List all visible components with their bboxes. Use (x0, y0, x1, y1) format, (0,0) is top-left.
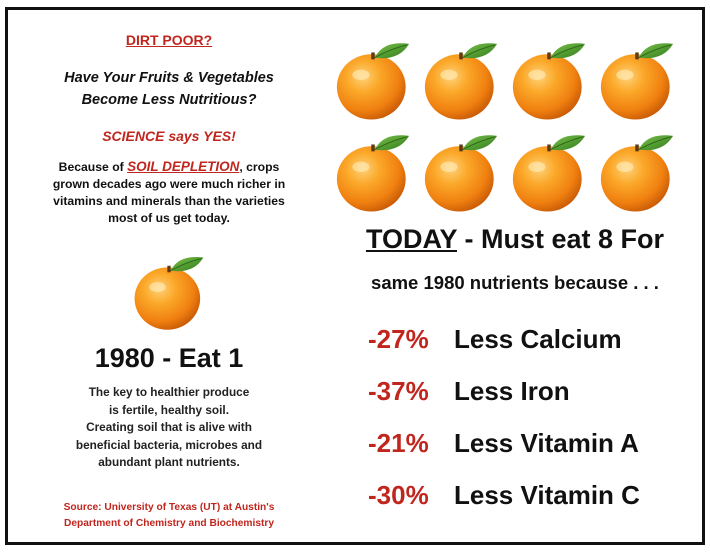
orange-icon (330, 32, 416, 128)
orange-icon (330, 124, 416, 220)
because-line-2: grown decades ago were much richer in (52, 177, 286, 191)
key-line-4: beneficial bacteria, microbes and (75, 437, 263, 452)
stat-vitamin-c: -30% Less Vitamin C (368, 480, 640, 511)
today-heading: TODAY - Must eat 8 For (326, 224, 704, 255)
today-rest: - Must eat 8 For (457, 224, 665, 254)
source-citation: Source: University of Texas (UT) at Aust… (16, 500, 322, 532)
orange-icon (418, 124, 504, 220)
eat-1-heading: 1980 - Eat 1 (94, 343, 244, 373)
key-line-5: abundant plant nutrients. (98, 455, 240, 469)
stat-percent: -30% (368, 480, 429, 510)
orange-icon (594, 124, 680, 220)
stat-percent: -21% (368, 428, 429, 458)
today-label: TODAY (365, 224, 457, 254)
stat-label: Less Vitamin C (454, 480, 640, 510)
because-suffix: , crops (239, 160, 280, 174)
orange-icon (506, 32, 592, 128)
stat-label: Less Calcium (454, 324, 622, 354)
because-line-1: Because of SOIL DEPLETION, crops (30, 158, 308, 176)
science-says-yes: SCIENCE says YES! (102, 128, 236, 144)
source-line-1: Source: University of Texas (UT) at Aust… (63, 502, 275, 513)
question-line-2: Become Less Nutritious? (81, 92, 257, 108)
stat-percent: -37% (368, 376, 429, 406)
key-paragraph: The key to healthier produce is fertile,… (16, 384, 322, 472)
stat-iron: -37% Less Iron (368, 376, 570, 407)
key-line-2: is fertile, healthy soil. (109, 402, 229, 417)
orange-icon (506, 124, 592, 220)
stat-vitamin-a: -21% Less Vitamin A (368, 428, 639, 459)
soil-depletion-highlight: SOIL DEPLETION (127, 159, 240, 174)
source-line-2: Department of Chemistry and Biochemistry (63, 518, 275, 529)
stat-label: Less Vitamin A (454, 428, 639, 458)
question-heading: Have Your Fruits & Vegetables Become Les… (16, 67, 322, 111)
orange-icon (418, 32, 504, 128)
infographic-frame: DIRT POOR? Have Your Fruits & Vegetables… (5, 7, 705, 545)
orange-icon (594, 32, 680, 128)
stat-percent: -27% (368, 324, 429, 354)
because-line-4: most of us get today. (108, 211, 230, 225)
because-prefix: Because of (58, 160, 128, 174)
key-line-3: Creating soil that is alive with (86, 420, 252, 434)
because-line-3: vitamins and minerals than the varieties (53, 194, 285, 208)
same-nutrients-line: same 1980 nutrients because . . . (371, 272, 659, 293)
key-line-1: The key to healthier produce (88, 385, 250, 399)
question-line-1: Have Your Fruits & Vegetables (64, 70, 274, 86)
stat-calcium: -27% Less Calcium (368, 324, 622, 355)
orange-icon (128, 246, 210, 338)
soil-depletion-paragraph: Because of SOIL DEPLETION, crops grown d… (30, 158, 308, 227)
stat-label: Less Iron (454, 376, 570, 406)
dirt-poor-heading: DIRT POOR? (125, 32, 213, 48)
